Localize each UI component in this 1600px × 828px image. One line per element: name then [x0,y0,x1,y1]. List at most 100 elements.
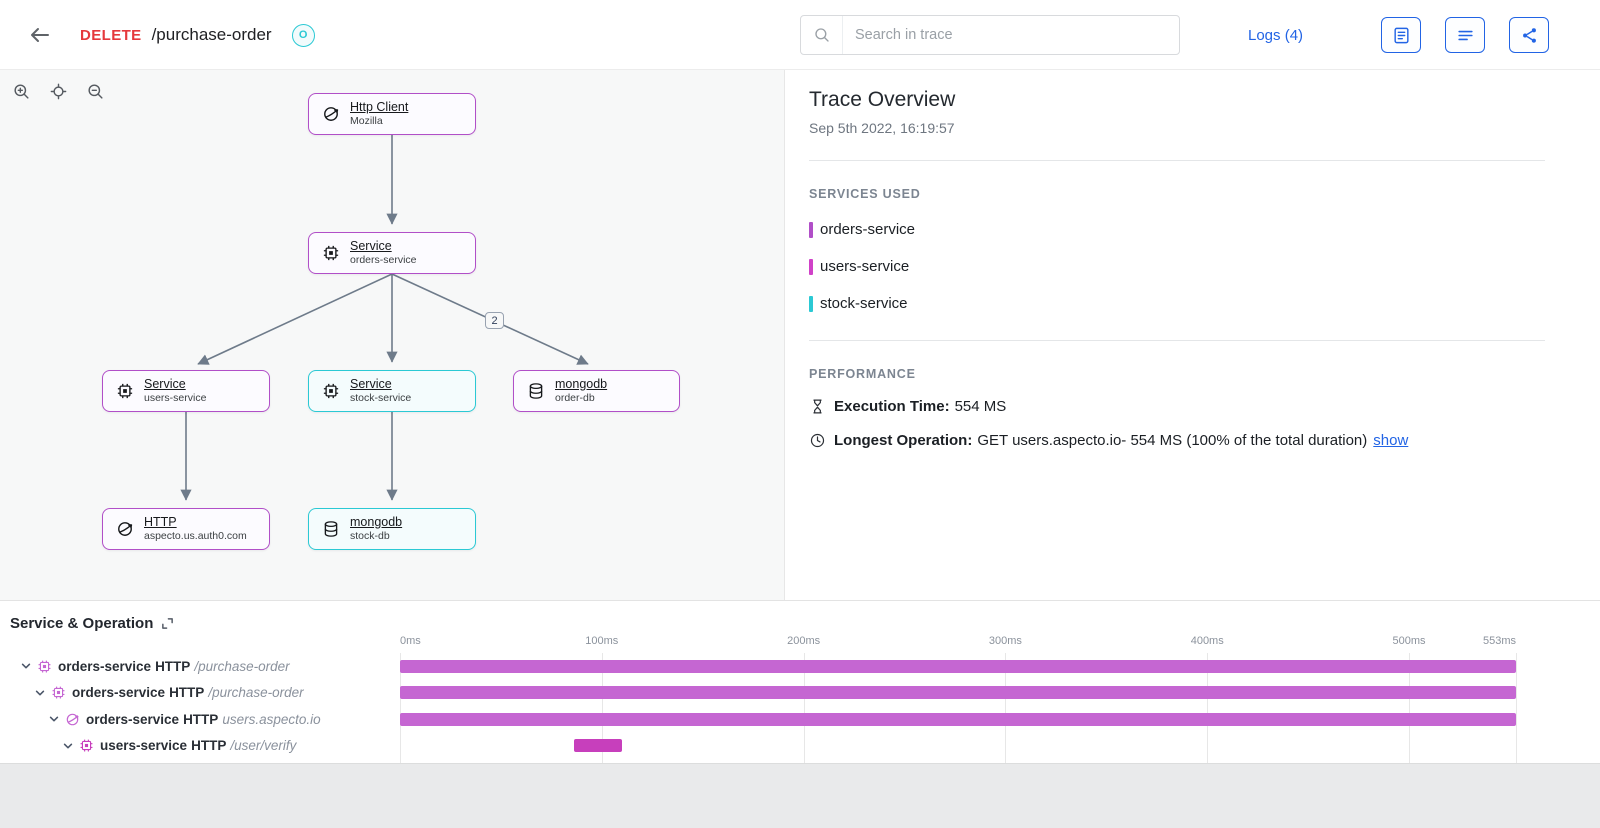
footer-strip [0,763,1600,828]
row-operation: /purchase-order [208,685,304,701]
node-subtitle: Mozilla [350,115,383,128]
execution-time-label: Execution Time: [834,398,950,415]
span-bar[interactable] [573,739,622,752]
span-row-orders-purchase-child[interactable]: orders-service HTTP/purchase-order [0,680,400,707]
timeline-chart: 0ms 100ms 200ms 300ms 400ms 500ms 553ms [400,635,1517,763]
node-type: mongodb [350,515,403,530]
service-color-bar [809,221,813,238]
database-icon [527,382,545,400]
service-color-bar [809,295,813,312]
node-type: Service [350,239,392,254]
gridline [400,653,401,763]
span-row-users-verify[interactable]: users-service HTTP/user/verify [0,733,400,760]
chevron-down-icon[interactable] [20,660,32,672]
node-subtitle: aspecto.us.auth0.com [144,530,247,543]
dependency-graph-panel: 2 Http Client Mozilla Service orders-ser… [0,70,785,600]
zoom-in-icon[interactable] [12,82,31,101]
node-subtitle: stock-db [350,530,390,543]
graph-zoom-controls [12,82,105,101]
tick-label: 200ms [787,635,821,647]
row-service: orders-service [86,711,180,727]
chevron-down-icon[interactable] [34,687,46,699]
row-protocol: HTTP [169,685,205,701]
share-button[interactable] [1509,17,1549,53]
span-bar[interactable] [400,659,1516,673]
clock-icon [810,433,825,448]
timeline-view-button[interactable] [1445,17,1485,53]
trace-title: DELETE /purchase-order O [80,0,315,70]
tick-label: 0ms [400,635,421,647]
trace-search [800,15,1180,55]
graph-node-stock-service[interactable]: Service stock-service [308,370,476,412]
database-icon [322,520,340,538]
logs-link[interactable]: Logs (4) [1248,26,1304,44]
chip-icon [116,382,134,400]
chip-icon [322,244,340,262]
graph-node-auth0-http[interactable]: HTTP aspecto.us.auth0.com [102,508,270,550]
trace-timestamp: Sep 5th 2022, 16:19:57 [809,120,955,136]
span-row-orders-users-aspecto[interactable]: orders-service HTTP users.aspecto.io [0,706,400,733]
collapse-all-icon[interactable] [161,617,174,630]
zoom-out-icon[interactable] [86,82,105,101]
search-icon [801,16,843,54]
chevron-down-icon[interactable] [62,740,74,752]
page-title: Trace Overview [809,88,956,111]
service-name: users-service [820,258,910,275]
chip-icon [37,659,52,674]
back-button[interactable] [28,23,54,47]
longest-operation-row: Longest Operation: GET users.aspecto.io-… [809,432,1545,449]
service-name: orders-service [820,221,916,238]
node-type: HTTP [144,515,177,530]
service-name: stock-service [820,295,908,312]
fit-view-icon[interactable] [49,82,68,101]
node-subtitle: users-service [144,392,207,405]
span-bar[interactable] [400,712,1516,726]
hourglass-icon [813,399,822,414]
tick-label: 100ms [585,635,619,647]
chip-icon [79,738,94,753]
edge-count-badge[interactable]: 2 [485,312,504,329]
span-bar[interactable] [400,686,1516,699]
row-service: orders-service [72,685,166,701]
gridline [1207,653,1209,763]
service-item-orders[interactable]: orders-service [809,221,1545,238]
span-tree: orders-service HTTP/purchase-order orders… [0,653,400,759]
execution-time-value: 554 MS [954,398,1007,415]
http-client-icon [322,105,340,123]
tick-label: 300ms [988,635,1022,647]
arrow-left-icon [31,28,49,42]
span-row-orders-purchase[interactable]: orders-service HTTP/purchase-order [0,653,400,680]
waterfall-panel: Service & Operation orders-service HTTP/p… [0,600,1600,763]
divider [809,160,1545,161]
graph-node-order-db[interactable]: mongodb order-db [513,370,680,412]
chip-icon [322,382,340,400]
search-input[interactable] [843,27,1179,43]
graph-node-stock-db[interactable]: mongodb stock-db [308,508,476,550]
row-protocol: HTTP [155,658,191,674]
node-type: Service [350,377,392,392]
trace-logs-button[interactable] [1381,17,1421,53]
longest-operation-label: Longest Operation: [834,432,973,449]
share-icon [1522,27,1536,43]
row-protocol: HTTP [183,711,219,727]
top-bar: DELETE /purchase-order O Logs (4) [0,0,1600,70]
status-badge[interactable]: O [291,23,315,47]
document-icon [1393,27,1409,43]
tick-label: 500ms [1392,635,1426,647]
graph-node-orders-service[interactable]: Service orders-service [308,232,476,274]
service-item-users[interactable]: users-service [809,258,1545,275]
graph-node-http-client[interactable]: Http Client Mozilla [308,93,476,135]
lines-icon [1457,30,1473,40]
service-color-bar [809,258,813,275]
gridline [1409,653,1411,763]
node-type: Http Client [350,100,409,115]
trace-overview-panel: Trace Overview Sep 5th 2022, 16:19:57 SE… [785,70,1600,600]
execution-time-row: Execution Time: 554 MS [809,398,1545,415]
gridline [1516,653,1517,763]
graph-node-users-service[interactable]: Service users-service [102,370,270,412]
service-item-stock[interactable]: stock-service [809,295,1545,312]
chevron-down-icon[interactable] [48,713,60,725]
row-operation: /purchase-order [194,658,290,674]
tick-label: 553ms [1482,635,1516,647]
show-link[interactable]: show [1373,432,1409,449]
